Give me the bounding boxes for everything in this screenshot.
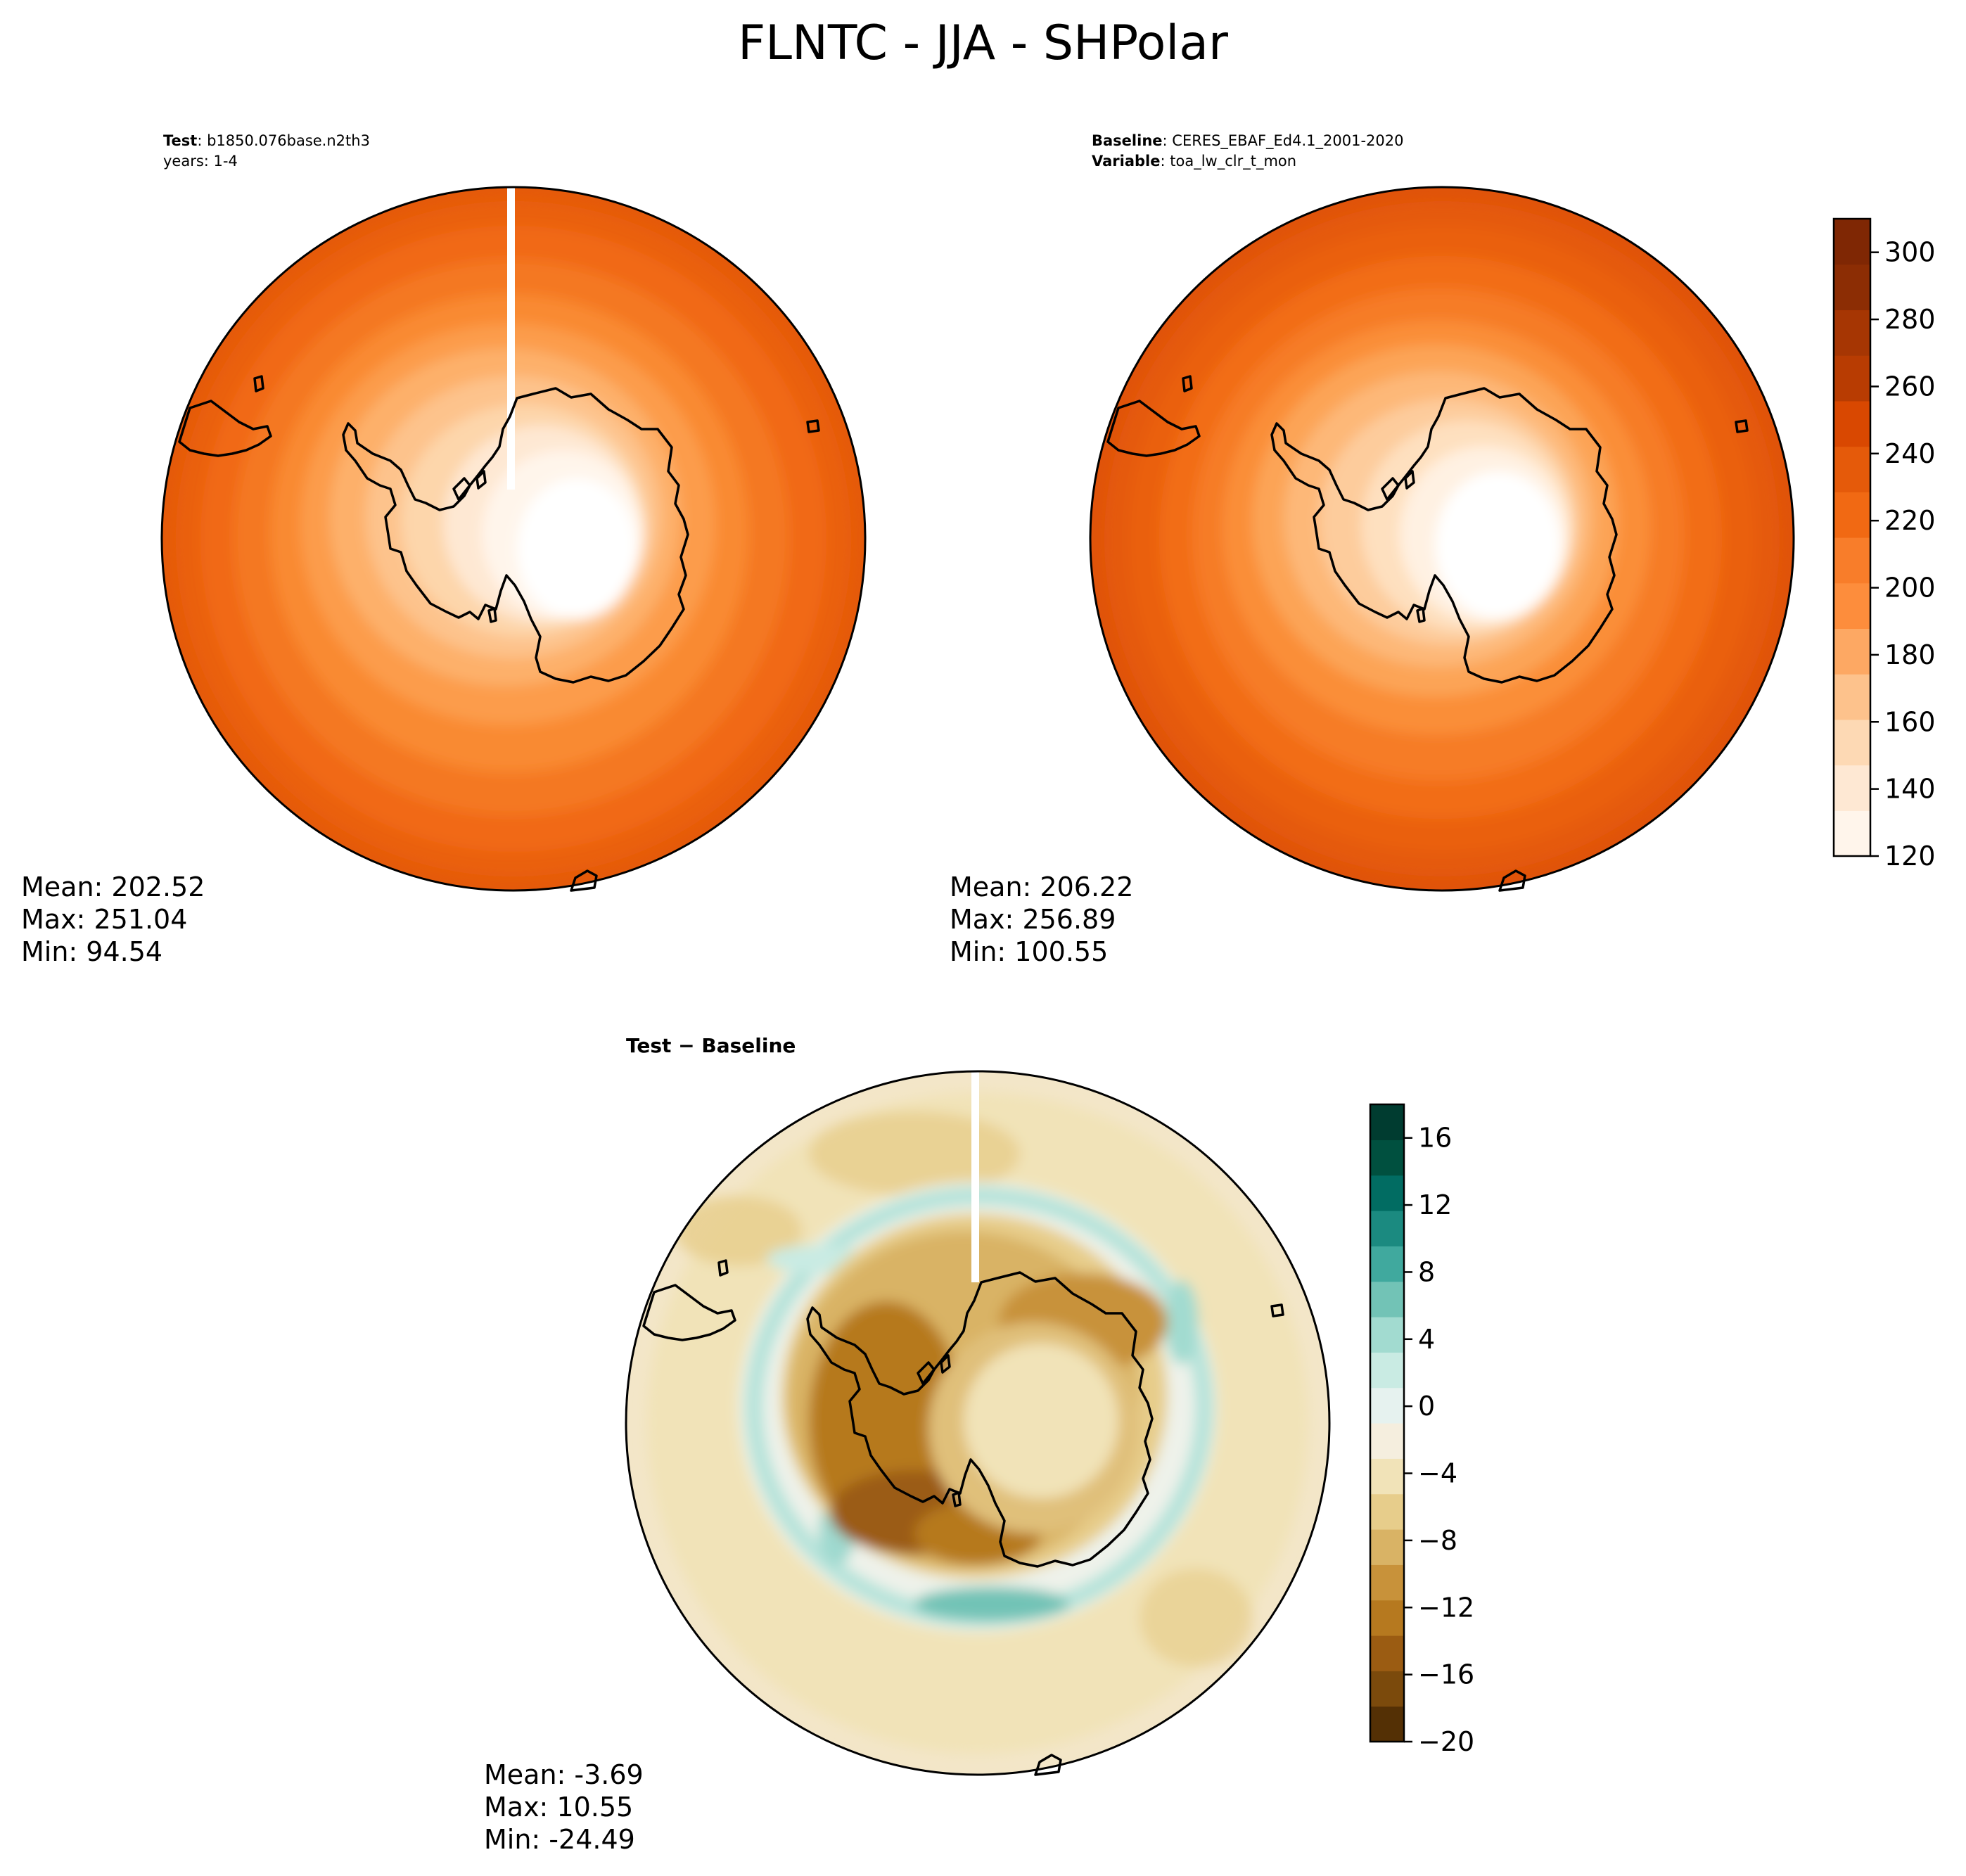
colorbar-brbg-frame [1369, 1103, 1405, 1743]
colorbar-brbg-band [1370, 1529, 1404, 1565]
baseline-map [1090, 187, 1794, 891]
colorbar-brbg-band [1370, 1706, 1404, 1742]
baseline-mean: Mean: 206.22 [950, 872, 1134, 902]
colorbar-brbg-tick-label: −16 [1418, 1659, 1474, 1690]
baseline-coastlines [1106, 375, 1749, 892]
colorbar-brbg-band [1370, 1317, 1404, 1353]
test-max: Max: 251.04 [21, 904, 188, 935]
baseline-meta-value: CERES_EBAF_Ed4.1_2001-2020 [1172, 132, 1404, 149]
baseline-max: Max: 256.89 [950, 904, 1116, 935]
colorbar-brbg-band [1370, 1635, 1404, 1671]
test-meta-years: years: 1-4 [163, 153, 238, 170]
colorbar-brbg-tick-label: 16 [1418, 1123, 1452, 1154]
colorbar-oranges-band [1834, 219, 1870, 265]
diff-mean: Mean: -3.69 [484, 1759, 644, 1790]
baseline-map-boundary [1089, 186, 1795, 892]
colorbar-brbg-band [1370, 1600, 1404, 1636]
colorbar-oranges: 120 140 160 180 200 220 240 260 280 300 [1832, 217, 1936, 872]
colorbar-brbg-band [1370, 1423, 1404, 1459]
colorbar-brbg-band [1370, 1104, 1404, 1140]
colorbar-oranges-tick-label: 280 [1884, 304, 1936, 335]
colorbar-oranges-tick-label: 120 [1884, 841, 1936, 872]
diff-stats: Mean: -3.69 Max: 10.55 Min: -24.49 [484, 1759, 644, 1856]
colorbar-oranges-band [1834, 719, 1870, 766]
diff-title-test: Test [626, 1034, 672, 1057]
colorbar-brbg-tick-label: 4 [1418, 1324, 1435, 1355]
colorbar-oranges-tick-label: 240 [1884, 438, 1936, 469]
colorbar-oranges-tick-label: 180 [1884, 639, 1936, 670]
baseline-stats: Mean: 206.22 Max: 256.89 Min: 100.55 [950, 871, 1133, 968]
baseline-min: Min: 100.55 [950, 936, 1109, 967]
colorbar-brbg-tick-label: −8 [1418, 1525, 1457, 1556]
colorbar-brbg-tick-label: 8 [1418, 1256, 1435, 1287]
colorbar-oranges-tick-label: 140 [1884, 774, 1936, 805]
colorbar-oranges-band [1834, 537, 1870, 584]
colorbar-oranges-band [1834, 310, 1870, 356]
colorbar-oranges-tick-label: 200 [1884, 573, 1936, 604]
colorbar-brbg-band [1370, 1140, 1404, 1176]
colorbar-brbg-band [1370, 1281, 1404, 1317]
colorbar-brbg-tick-label: −12 [1418, 1592, 1474, 1623]
colorbar-brbg-band [1370, 1175, 1404, 1211]
diff-max: Max: 10.55 [484, 1792, 634, 1823]
colorbar-brbg-band [1370, 1352, 1404, 1389]
test-meta-value: b1850.076base.n2th3 [207, 132, 370, 149]
colorbar-brbg-tick-label: −20 [1418, 1726, 1474, 1757]
colorbar-brbg-band [1370, 1493, 1404, 1530]
diff-min: Min: -24.49 [484, 1824, 635, 1855]
diff-title-baseline: Baseline [701, 1034, 796, 1057]
test-map [162, 187, 865, 891]
colorbar-oranges-band [1834, 628, 1870, 675]
test-map-boundary [160, 186, 867, 892]
figure-title: FLNTC - JJA - SHPolar [738, 15, 1228, 71]
colorbar-brbg-band [1370, 1564, 1404, 1601]
colorbar-oranges-band [1834, 400, 1870, 447]
colorbar-oranges-band [1834, 765, 1870, 811]
baseline-variable-key: Variable [1092, 153, 1161, 170]
colorbar-oranges-tick-label: 160 [1884, 706, 1936, 737]
colorbar-oranges-frame [1832, 217, 1872, 857]
colorbar-oranges-band [1834, 492, 1870, 538]
test-mean: Mean: 202.52 [21, 872, 205, 902]
colorbar-brbg-tick-label: 0 [1418, 1391, 1435, 1422]
colorbar-oranges-tick-label: 300 [1884, 237, 1936, 268]
diff-coastlines [642, 1259, 1284, 1776]
diff-title-sep: − [671, 1034, 702, 1057]
test-coastlines [178, 375, 820, 892]
test-meta-key: Test [163, 132, 198, 149]
diff-map-boundary [625, 1070, 1331, 1776]
colorbar-brbg-band [1370, 1246, 1404, 1282]
baseline-meta-key: Baseline [1092, 132, 1163, 149]
test-min: Min: 94.54 [21, 936, 163, 967]
colorbar-oranges-band [1834, 446, 1870, 492]
test-meta: Test: b1850.076base.n2th3 years: 1-4 [163, 131, 370, 172]
colorbar-oranges-band [1834, 355, 1870, 402]
colorbar-oranges-band [1834, 582, 1870, 630]
test-stats: Mean: 202.52 Max: 251.04 Min: 94.54 [21, 871, 205, 968]
baseline-meta: Baseline: CERES_EBAF_Ed4.1_2001-2020 Var… [1092, 132, 1404, 170]
colorbar-brbg-band [1370, 1671, 1404, 1707]
colorbar-oranges-band [1834, 674, 1870, 720]
colorbar-brbg-band [1370, 1387, 1404, 1424]
diff-map [626, 1071, 1329, 1775]
colorbar-brbg-band [1370, 1458, 1404, 1495]
diff-title: Test − Baseline [626, 1034, 796, 1057]
colorbar-oranges-band [1834, 264, 1870, 311]
colorbar-oranges-band [1834, 810, 1870, 857]
colorbar-brbg-band [1370, 1211, 1404, 1246]
colorbar-brbg: −20 −16 −12 −8 −4 0 4 8 12 16 [1369, 1103, 1474, 1757]
colorbar-brbg-tick-label: 12 [1418, 1189, 1452, 1220]
colorbar-brbg-tick-label: −4 [1418, 1458, 1457, 1489]
colorbar-oranges-tick-label: 220 [1884, 505, 1936, 536]
baseline-variable-value: toa_lw_clr_t_mon [1170, 153, 1297, 170]
colorbar-oranges-tick-label: 260 [1884, 371, 1936, 402]
